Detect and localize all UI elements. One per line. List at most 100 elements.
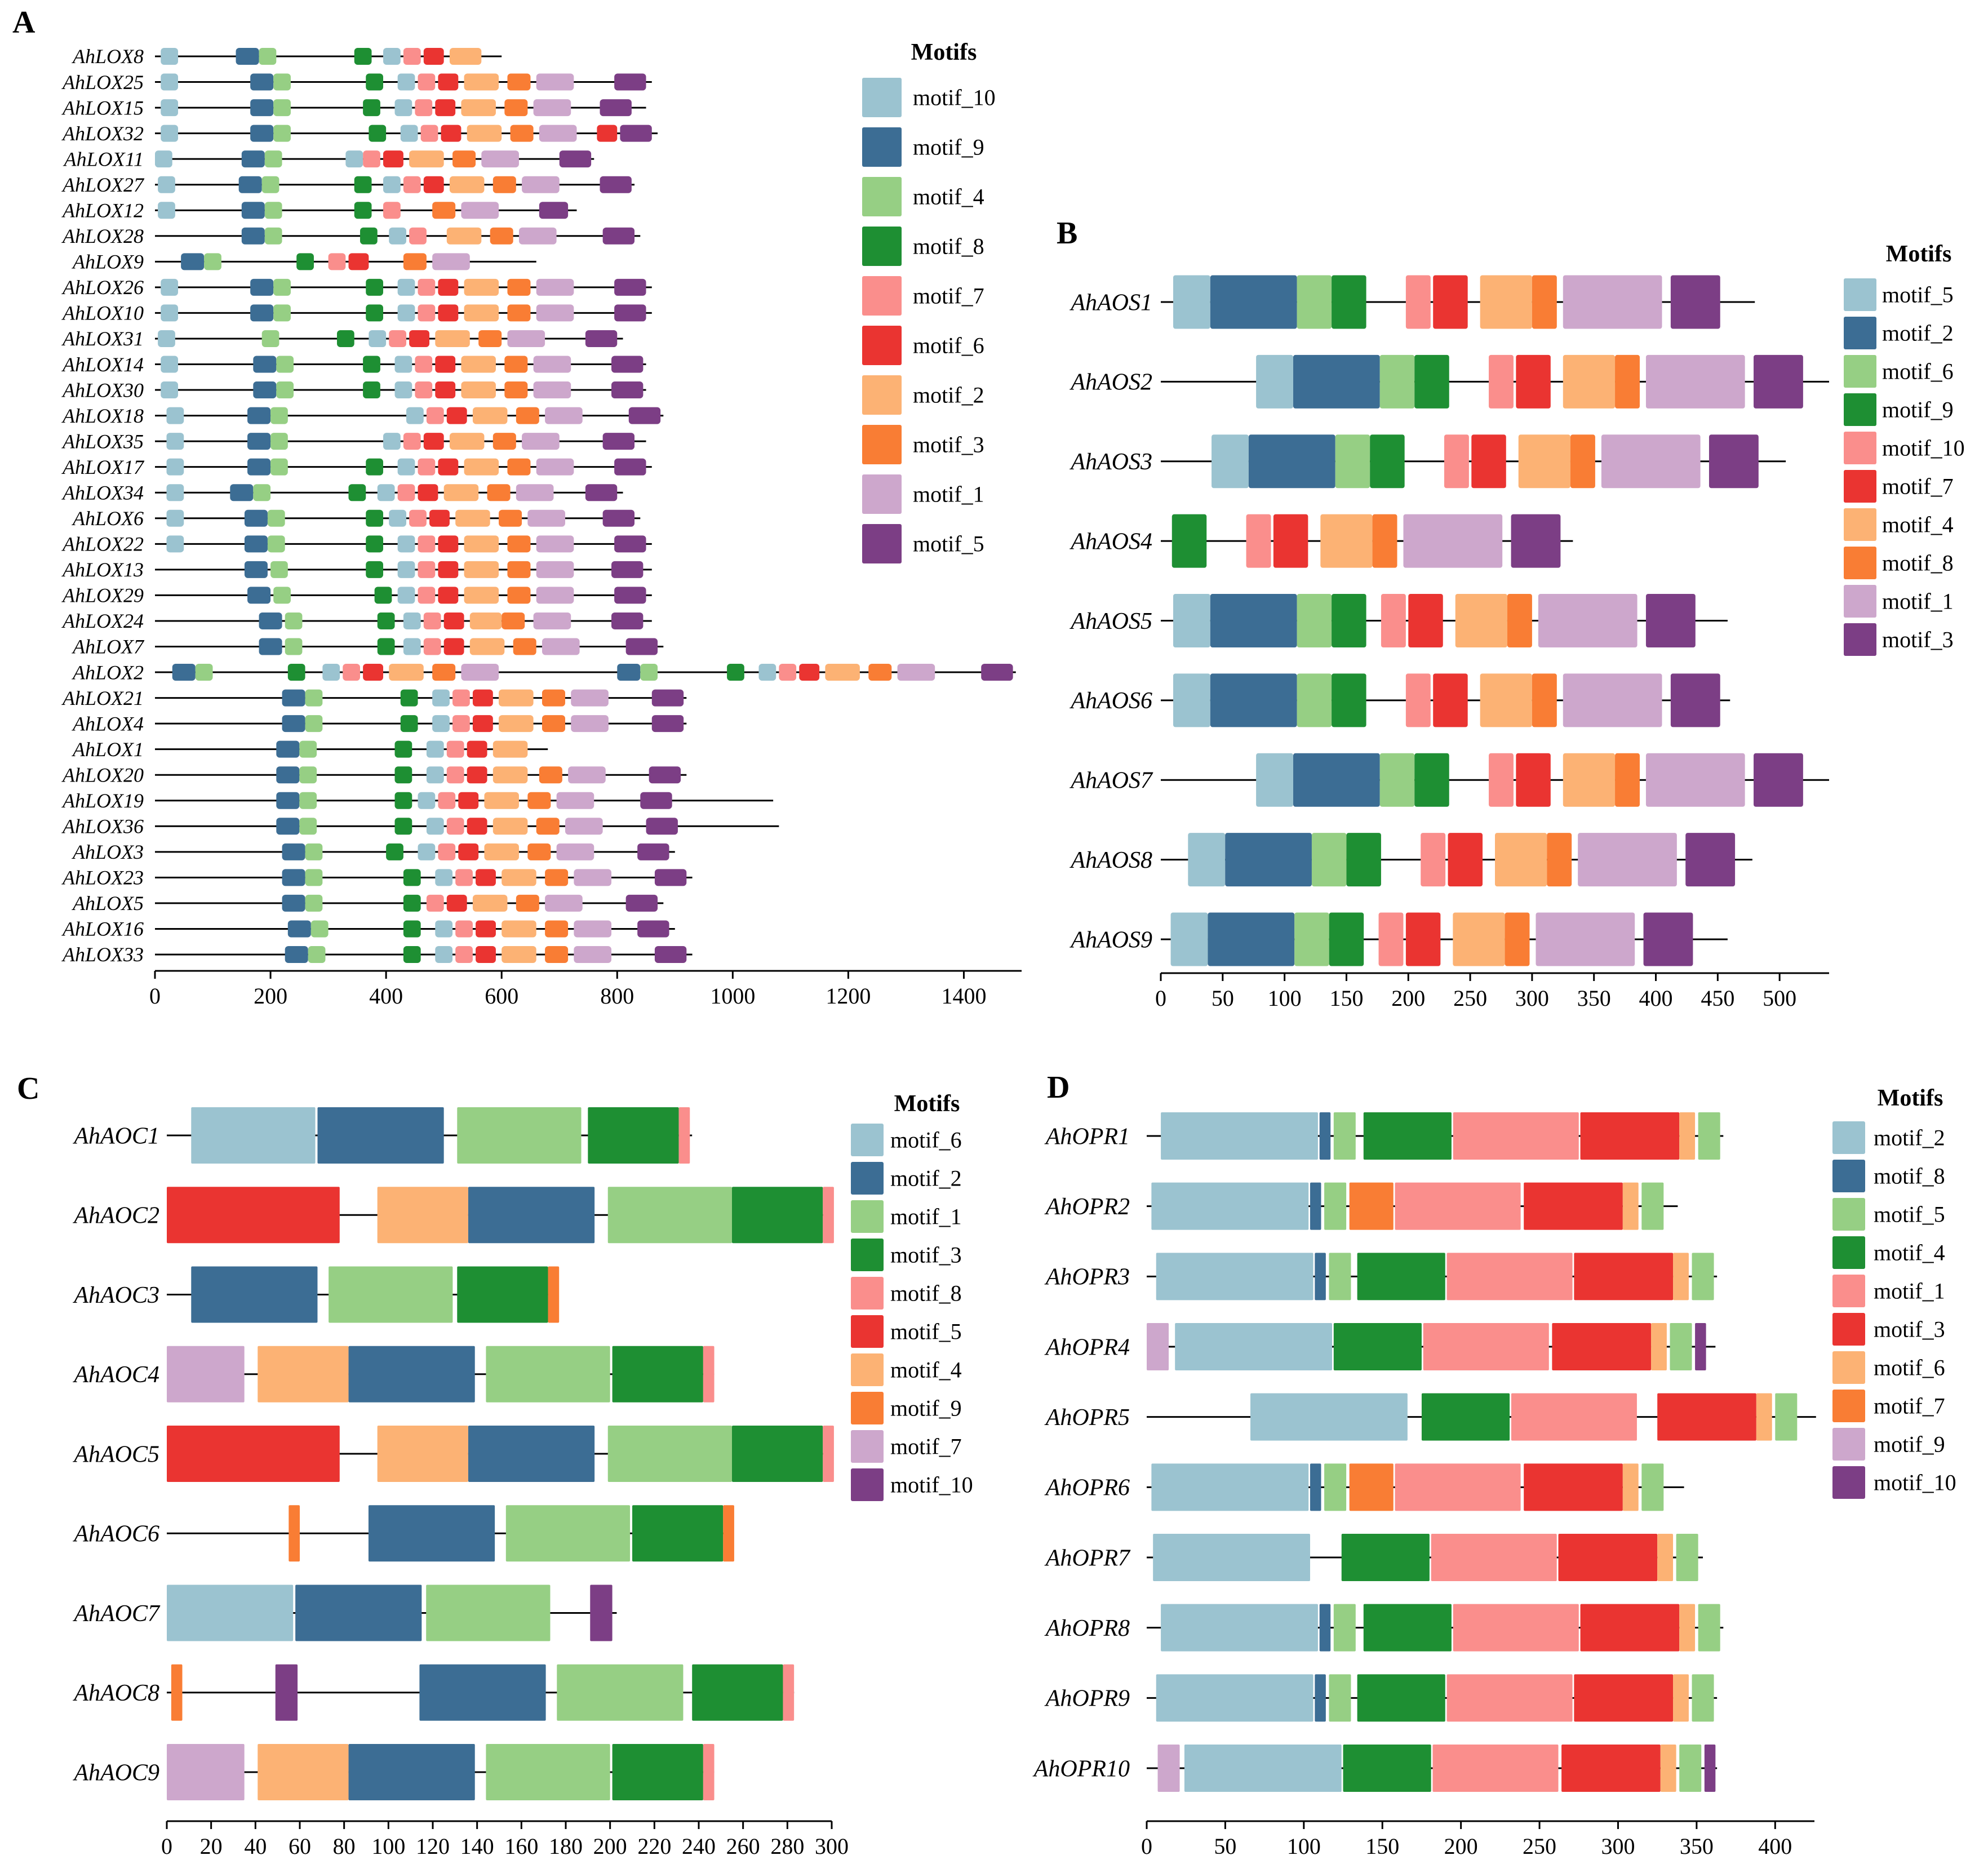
motif-box-motif-9 bbox=[250, 99, 274, 117]
motif-box-motif-7 bbox=[403, 433, 421, 450]
motif-box-motif-3 bbox=[507, 587, 531, 604]
x-axis: 0 20 40 60 80 100 120 140 160 180 200 220 240 260 280 3… bbox=[161, 1820, 849, 1859]
gene-label: AhLOX28 bbox=[61, 225, 144, 247]
x-tick-label: 260 bbox=[726, 1834, 760, 1859]
gene-row: AhLOX23 bbox=[61, 867, 693, 889]
motif-box-motif-1 bbox=[574, 946, 612, 963]
motif-box-motif-2 bbox=[484, 843, 519, 860]
motif-box-motif-10 bbox=[1246, 514, 1271, 568]
gene-row: AhLOX27 bbox=[61, 174, 635, 196]
motif-box-motif-6 bbox=[458, 792, 479, 809]
motif-box-motif-6 bbox=[438, 587, 459, 604]
motif-box-motif-2 bbox=[449, 176, 485, 193]
motif-box-motif-6 bbox=[429, 509, 450, 527]
motif-box-motif-9 bbox=[276, 766, 300, 784]
motif-box-motif-8 bbox=[1315, 1253, 1326, 1301]
gene-label: AhLOX1 bbox=[72, 738, 144, 761]
motif-box-motif-4 bbox=[377, 1426, 468, 1482]
motif-box-motif-2 bbox=[419, 1664, 546, 1721]
legend-swatch bbox=[851, 1200, 884, 1233]
x-tick-label: 20 bbox=[200, 1834, 223, 1859]
motif-box-motif-10 bbox=[389, 227, 407, 245]
gene-label: AhLOX7 bbox=[72, 636, 145, 658]
legend: motif_10 motif_9 motif_4 motif_8 motif_7moti… bbox=[862, 78, 996, 563]
motif-box-motif-4 bbox=[1343, 1745, 1431, 1792]
motif-box-motif-5 bbox=[167, 1187, 340, 1244]
legend-label: motif_3 bbox=[1874, 1317, 1945, 1342]
motif-box-motif-8 bbox=[354, 176, 372, 193]
gene-label: AhAOC8 bbox=[72, 1680, 159, 1706]
motif-box-motif-8 bbox=[678, 1107, 690, 1164]
motif-box-motif-4 bbox=[1480, 275, 1532, 329]
motif-box-motif-4 bbox=[308, 946, 326, 963]
motif-box-motif-1 bbox=[574, 869, 612, 886]
gene-row: AhAOC9 bbox=[72, 1744, 715, 1800]
motif-box-motif-6 bbox=[1660, 1745, 1676, 1792]
gene-row: AhLOX11 bbox=[63, 148, 594, 170]
legend-item: motif_2 bbox=[851, 1162, 962, 1195]
motif-box-motif-10 bbox=[161, 304, 179, 322]
x-tick-label: 80 bbox=[333, 1834, 356, 1859]
gene-row: AhLOX9 bbox=[72, 251, 536, 273]
motif-box-motif-4 bbox=[1320, 514, 1373, 568]
x-tick-label: 200 bbox=[1391, 986, 1425, 1011]
motif-box-motif-1 bbox=[1563, 275, 1662, 329]
motif-box-motif-8 bbox=[369, 125, 387, 142]
motif-box-motif-2 bbox=[1248, 434, 1335, 489]
legend-swatch bbox=[862, 227, 902, 266]
motif-box-motif-5 bbox=[625, 638, 658, 655]
motif-box-motif-1 bbox=[897, 664, 935, 681]
motif-box-motif-3 bbox=[732, 1187, 823, 1244]
motif-box-motif-7 bbox=[418, 278, 436, 296]
motif-box-motif-4 bbox=[305, 843, 323, 860]
motif-box-motif-5 bbox=[1698, 1112, 1720, 1160]
gene-row: AhLOX15 bbox=[61, 96, 646, 119]
motif-box-motif-9 bbox=[241, 227, 265, 245]
motif-box-motif-7 bbox=[438, 843, 456, 860]
motif-box-motif-4 bbox=[276, 356, 294, 373]
motif-box-motif-8 bbox=[366, 535, 384, 553]
motif-box-motif-3 bbox=[732, 1426, 823, 1482]
motif-box-motif-2 bbox=[464, 561, 499, 578]
gene-label: AhLOX23 bbox=[61, 867, 144, 889]
motif-box-motif-10 bbox=[406, 407, 424, 424]
motif-box-motif-10 bbox=[161, 381, 179, 399]
motif-box-motif-6 bbox=[418, 484, 438, 501]
legend-swatch bbox=[862, 474, 902, 514]
x-tick-label: 350 bbox=[1680, 1834, 1714, 1859]
motif-box-motif-6 bbox=[409, 330, 430, 347]
x-tick-label: 200 bbox=[1444, 1834, 1478, 1859]
motif-box-motif-8 bbox=[1319, 1604, 1331, 1652]
motif-box-motif-9 bbox=[282, 689, 305, 707]
legend-item: motif_5 bbox=[851, 1315, 962, 1348]
gene-label: AhAOC4 bbox=[72, 1362, 159, 1388]
motif-box-motif-4 bbox=[1455, 594, 1507, 647]
motif-box-motif-1 bbox=[557, 1664, 684, 1721]
gene-row: AhLOX25 bbox=[61, 71, 652, 94]
motif-box-motif-9 bbox=[236, 48, 259, 65]
motif-box-motif-4 bbox=[1495, 833, 1547, 887]
motif-box-motif-3 bbox=[403, 253, 427, 270]
motif-box-motif-6 bbox=[438, 458, 459, 476]
motif-box-motif-7 bbox=[415, 99, 433, 117]
motif-box-motif-1 bbox=[1431, 1534, 1557, 1581]
gene-row: AhLOX33 bbox=[61, 943, 693, 966]
motif-box-motif-4 bbox=[1518, 434, 1570, 489]
motif-box-motif-3 bbox=[1574, 1253, 1674, 1301]
motif-box-motif-6 bbox=[476, 869, 496, 886]
motif-box-motif-2 bbox=[1210, 673, 1297, 727]
motif-box-motif-10 bbox=[1695, 1323, 1706, 1370]
motif-box-motif-9 bbox=[276, 792, 300, 809]
motif-box-motif-3 bbox=[1657, 1393, 1756, 1441]
motif-box-motif-7 bbox=[415, 356, 433, 373]
panel-b: B Motifs AhAOS1 AhAOS2 AhAOS3 AhAOS4 AhAOS5 A… bbox=[1057, 216, 1965, 1011]
legend-label: motif_5 bbox=[1874, 1202, 1945, 1227]
motif-box-motif-2 bbox=[464, 73, 499, 91]
motif-box-motif-5 bbox=[1676, 1534, 1698, 1581]
motif-box-motif-6 bbox=[438, 278, 459, 296]
motif-box-motif-4 bbox=[264, 150, 282, 168]
motif-box-motif-8 bbox=[823, 1187, 834, 1244]
motif-box-motif-1 bbox=[556, 843, 594, 860]
legend-label: motif_7 bbox=[890, 1434, 962, 1459]
motif-box-motif-8 bbox=[403, 946, 421, 963]
